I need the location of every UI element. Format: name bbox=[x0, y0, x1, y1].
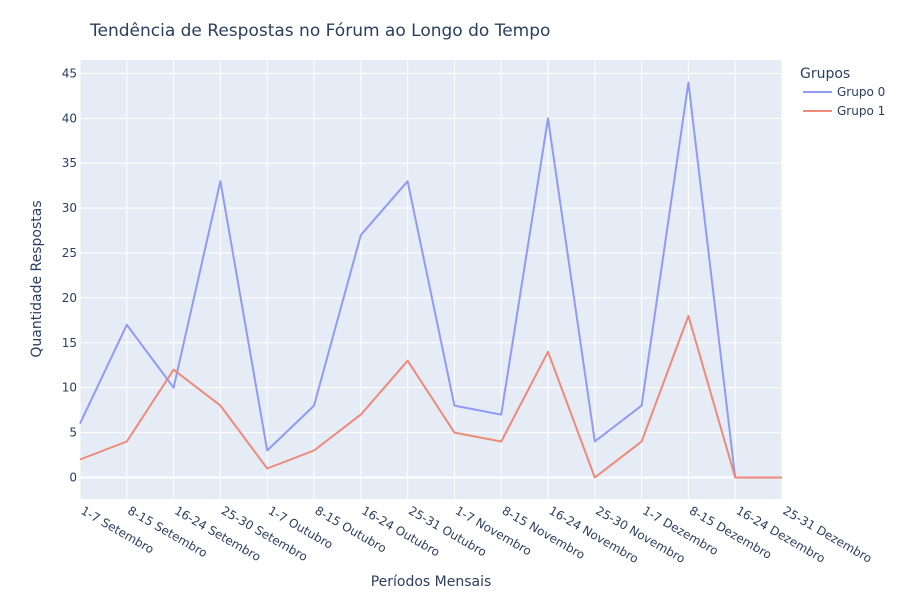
y-axis-title: Quantidade Respostas bbox=[29, 200, 45, 357]
x-tick-label: 8-15 Dezembro bbox=[687, 503, 774, 561]
plot-area bbox=[80, 60, 782, 499]
legend[interactable]: Grupos Grupo 0 Grupo 1 bbox=[800, 66, 885, 118]
chart-title: Tendência de Respostas no Fórum ao Longo… bbox=[89, 21, 550, 41]
legend-items[interactable]: Grupo 0 Grupo 1 bbox=[803, 85, 885, 118]
x-tick-label: 8-15 Setembro bbox=[125, 503, 209, 560]
x-tick-label: 25-31 Outubro bbox=[406, 503, 489, 559]
legend-title: Grupos bbox=[800, 66, 850, 82]
y-tick-label: 35 bbox=[62, 156, 77, 170]
legend-label: Grupo 0 bbox=[837, 85, 885, 99]
y-tick-label: 0 bbox=[69, 470, 77, 484]
y-tick-label: 20 bbox=[62, 291, 77, 305]
y-axis-ticks: 0 5 10 15 20 25 30 35 40 45 bbox=[62, 66, 77, 484]
x-tick-label: 8-15 Novembro bbox=[500, 503, 588, 562]
y-tick-label: 40 bbox=[62, 111, 77, 125]
legend-item-grupo-0[interactable]: Grupo 0 bbox=[803, 85, 885, 99]
y-tick-label: 25 bbox=[62, 246, 77, 260]
legend-item-grupo-1[interactable]: Grupo 1 bbox=[803, 104, 885, 118]
y-tick-label: 45 bbox=[62, 66, 77, 80]
series-line-grupo-1 bbox=[79, 314, 782, 479]
legend-label: Grupo 1 bbox=[837, 104, 885, 118]
y-tick-label: 30 bbox=[62, 201, 77, 215]
grid-lines bbox=[79, 60, 783, 499]
x-tick-label: 16-24 Outubro bbox=[359, 503, 442, 559]
y-tick-label: 10 bbox=[62, 381, 77, 395]
y-tick-label: 15 bbox=[62, 336, 77, 350]
x-axis-title: Períodos Mensais bbox=[371, 574, 492, 590]
series-line-grupo-0 bbox=[79, 81, 782, 479]
series-lines bbox=[79, 81, 782, 479]
y-tick-label: 5 bbox=[69, 426, 77, 440]
